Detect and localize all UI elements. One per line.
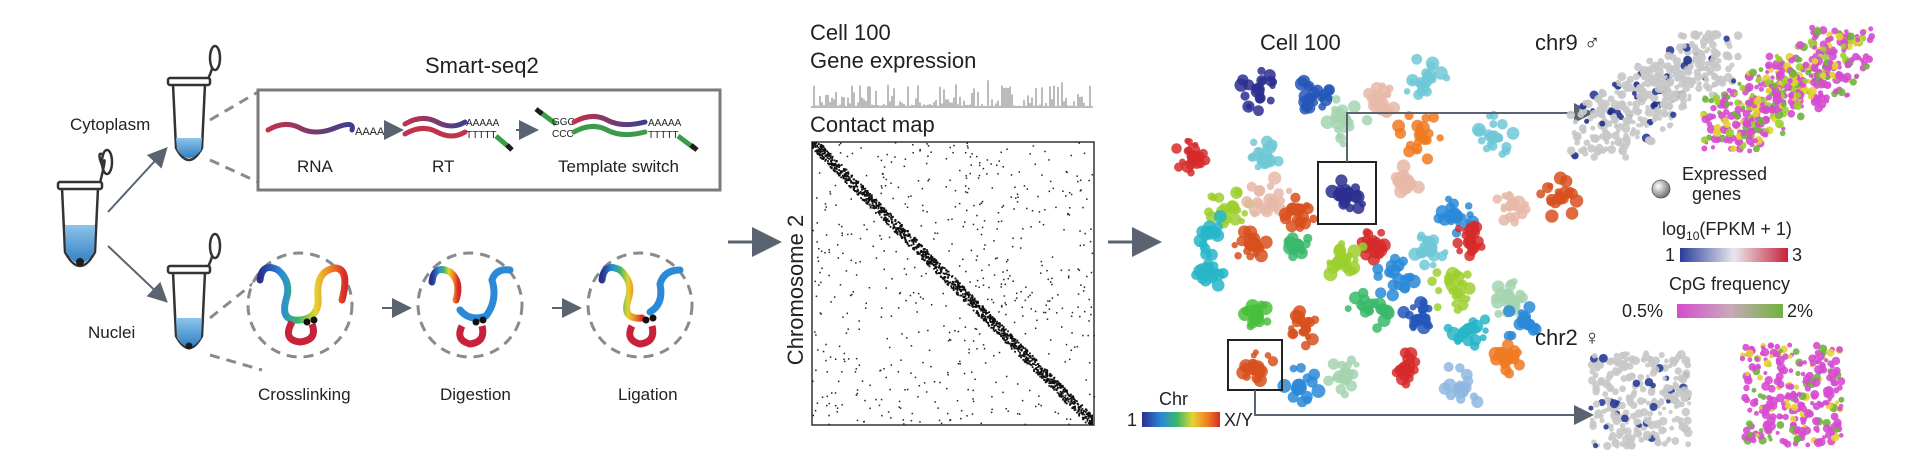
contact-map-label: Contact map (810, 112, 935, 137)
rna-label: RNA (297, 157, 334, 176)
contact-map-matrix (812, 142, 1096, 426)
svg-text:AAAAA: AAAAA (355, 126, 392, 138)
rt-label: RT (432, 157, 454, 176)
source-tube (56, 148, 114, 268)
rna-strand: AAAAA (265, 122, 392, 138)
svg-text:AAAAA: AAAAA (466, 118, 500, 129)
fpkm-bar (1680, 248, 1788, 262)
svg-text:TTTTT: TTTTT (466, 130, 497, 141)
cpg-title: CpG frequency (1669, 274, 1790, 294)
zoom-arrow-chr2 (1254, 390, 1594, 425)
template-switch-strand: GGG CCC AAAAA TTTTT (534, 107, 699, 152)
smartseq-box (256, 88, 722, 192)
hic-crosslinking-circle (246, 251, 354, 359)
hic-step-label: Digestion (440, 385, 511, 404)
chr-legend-bar (1142, 412, 1220, 427)
contact-axis-label: Chromosome 2 (783, 215, 808, 365)
zoomed-chromosomes (1566, 24, 1876, 451)
cpg-bar (1677, 304, 1783, 318)
hic-step-label: Crosslinking (258, 385, 351, 404)
smartseq-title: Smart-seq2 (425, 53, 539, 78)
svg-text:TTTTT: TTTTT (648, 130, 679, 141)
chr9-label: chr9 ♂ (1535, 30, 1600, 55)
svg-text:GGG: GGG (552, 117, 576, 128)
arrow-to-cytoplasm (107, 147, 168, 213)
cytoplasm-label: Cytoplasm (70, 115, 150, 134)
dash-connector (209, 280, 256, 320)
hic-digestion-circle (416, 251, 524, 359)
contact-cell-label: Cell 100 (810, 20, 891, 45)
dash-connector (209, 158, 259, 184)
chr-legend-max: X/Y (1224, 410, 1253, 430)
hic-step-label: Ligation (618, 385, 678, 404)
expressed-label-2: genes (1692, 184, 1741, 204)
structure-cell-label: Cell 100 (1260, 30, 1341, 55)
chr-legend-min: 1 (1127, 410, 1137, 430)
dash-connector (209, 90, 259, 122)
fpkm-title: log10(FPKM + 1) (1662, 219, 1792, 243)
nuclei-tube (166, 232, 222, 350)
gene-expression-label: Gene expression (810, 48, 976, 73)
hic-ligation-circle (586, 251, 694, 359)
fpkm-min: 1 (1665, 245, 1675, 265)
dash-connector (209, 353, 263, 372)
zoom-arrow-chr9 (1346, 103, 1594, 162)
chromosome-territories (1171, 53, 1584, 408)
rt-strand: AAAAA TTTTT (402, 116, 514, 152)
expressed-label-1: Expressed (1682, 164, 1767, 184)
chr2-label: chr2 ♀ (1535, 325, 1600, 350)
svg-text:CCC: CCC (552, 129, 574, 140)
cpg-max: 2% (1787, 301, 1813, 321)
cpg-min: 0.5% (1622, 301, 1663, 321)
cytoplasm-tube (166, 44, 222, 162)
svg-text:AAAAA: AAAAA (648, 118, 682, 129)
fpkm-max: 3 (1792, 245, 1802, 265)
expressed-gene-sphere-icon (1651, 179, 1671, 199)
gene-expression-track (811, 80, 1093, 108)
nuclei-label: Nuclei (88, 323, 135, 342)
chr-legend-title: Chr (1159, 389, 1188, 409)
template-switch-label: Template switch (558, 157, 679, 176)
arrow-to-nuclei (107, 245, 168, 303)
